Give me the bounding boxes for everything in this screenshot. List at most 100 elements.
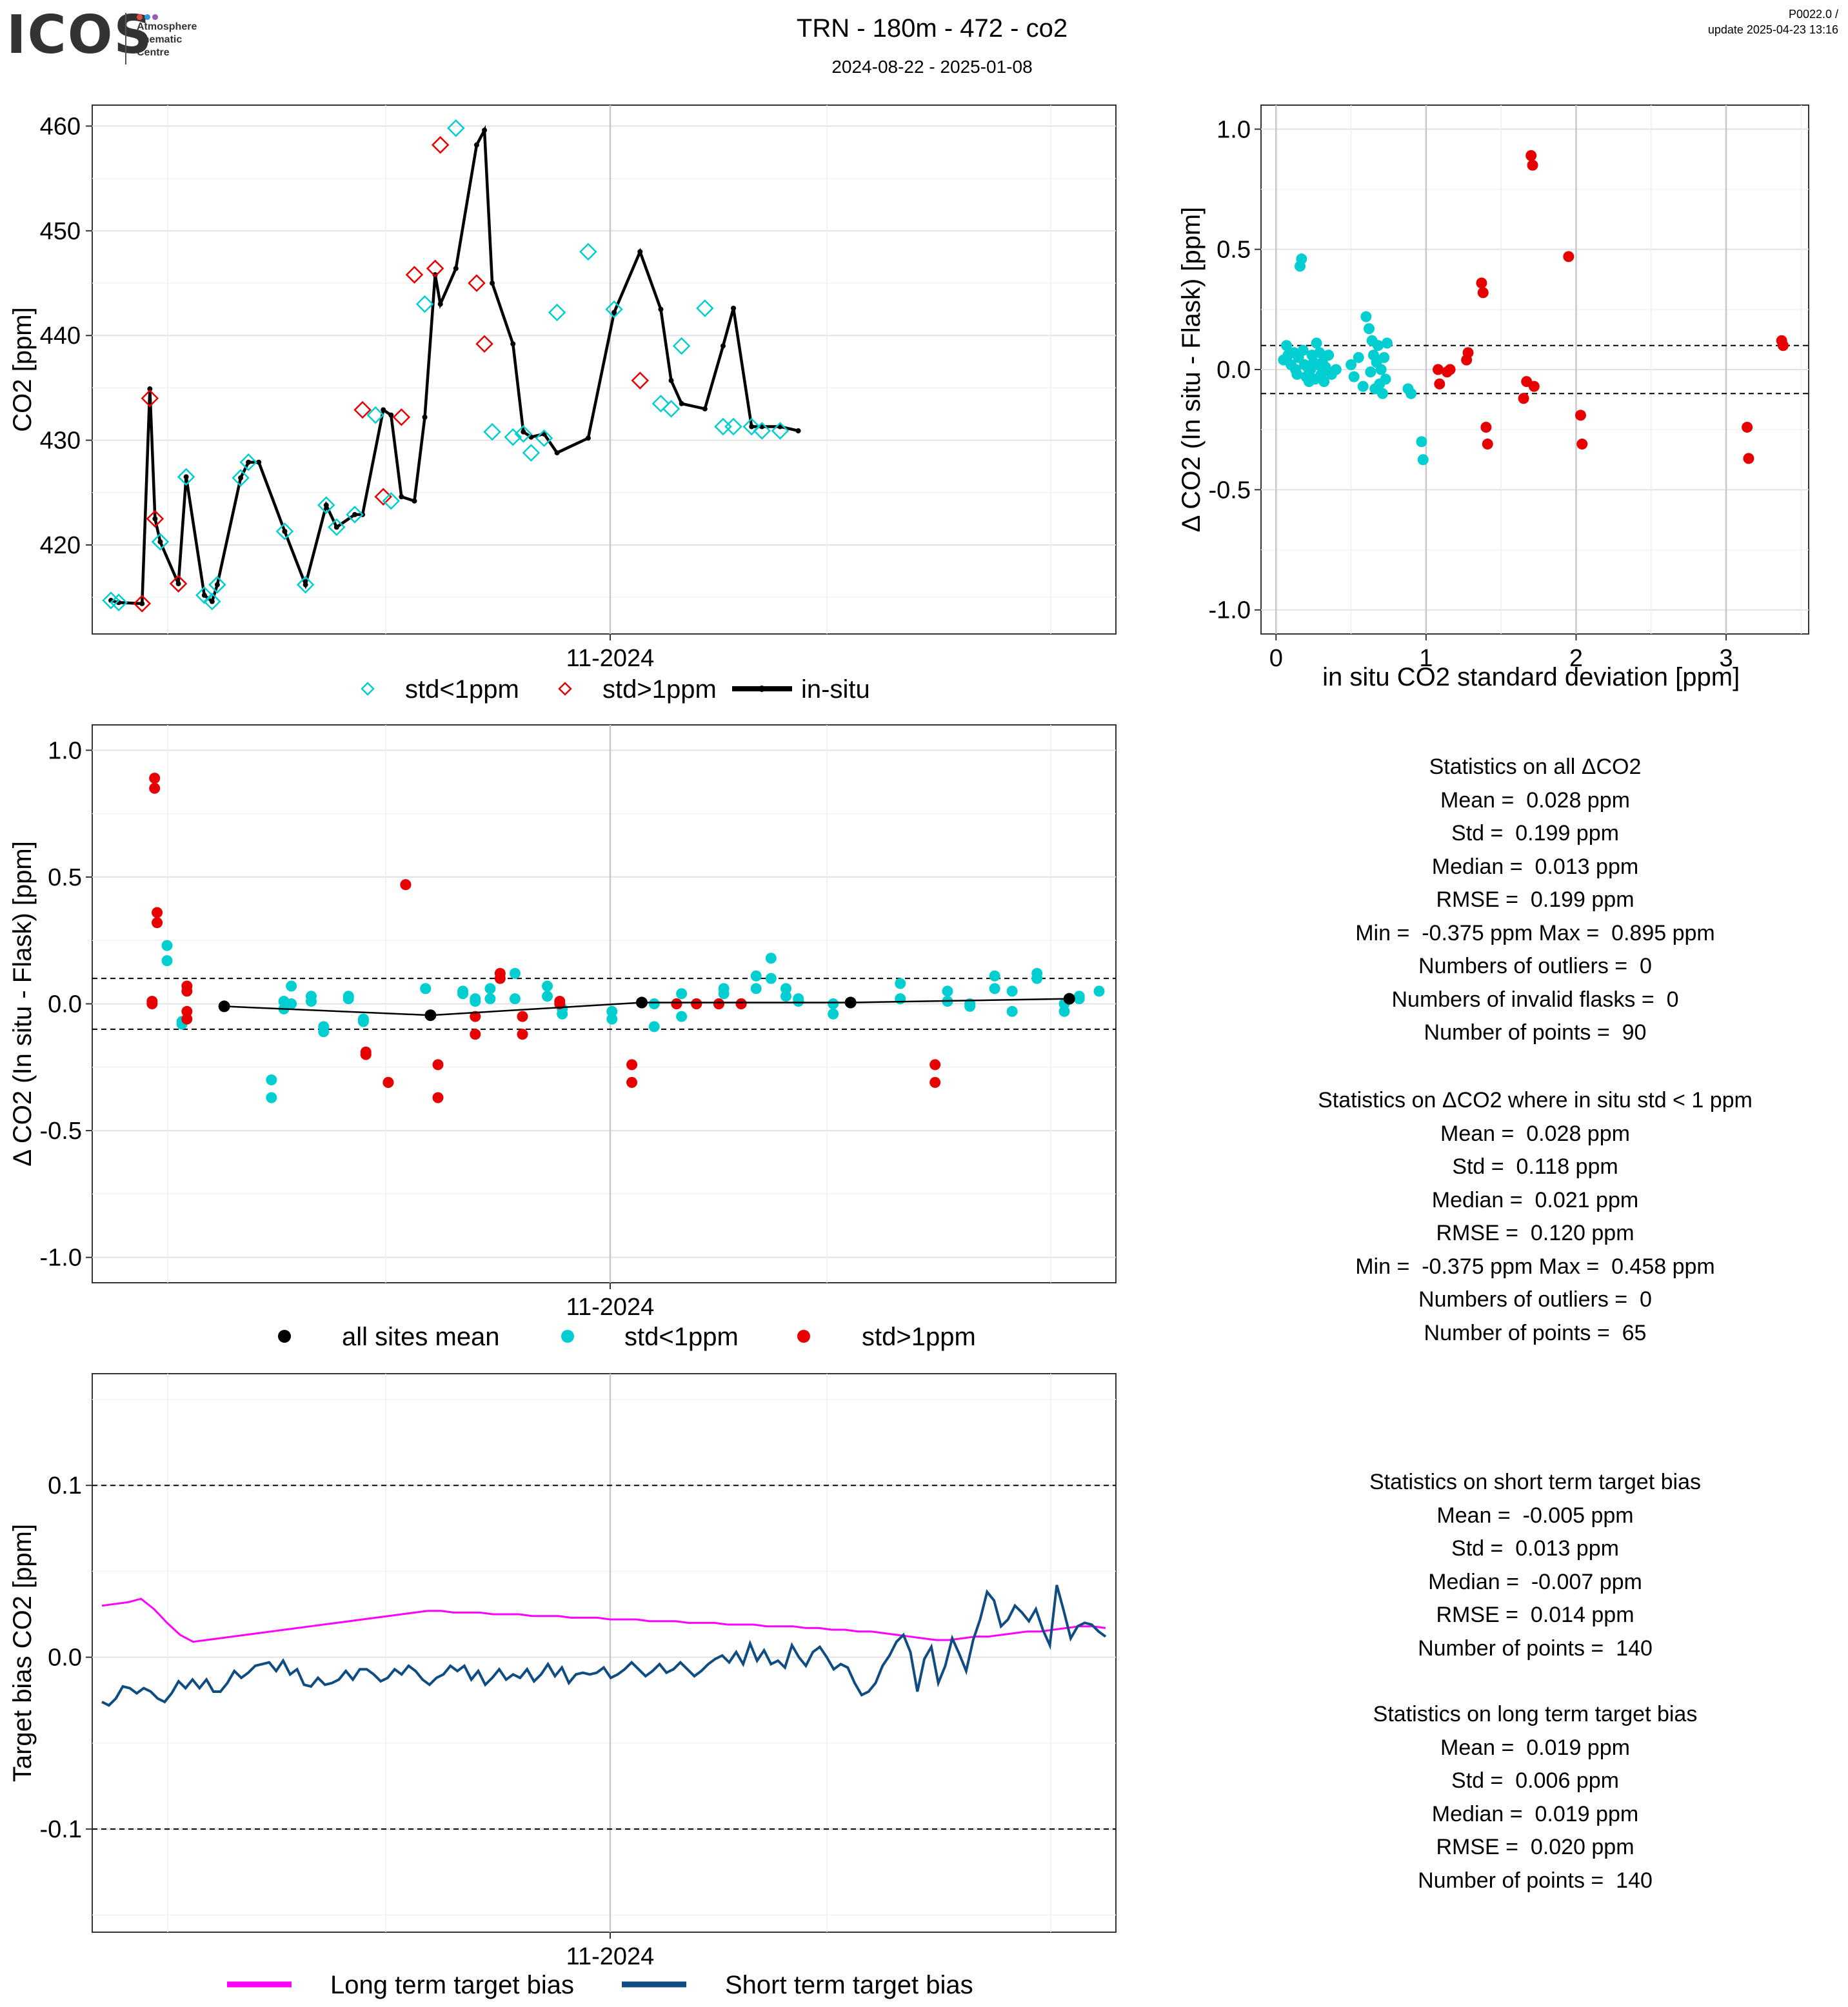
flask-diamond-std-lt1 xyxy=(203,592,221,611)
scatter-point-std-lt1 xyxy=(1360,311,1372,322)
delta-std-xtick-label: 1 xyxy=(1419,645,1433,672)
scatter-point-std-gt1 xyxy=(1518,393,1529,404)
scatter-point-std-gt1 xyxy=(1576,439,1588,450)
insitu-point xyxy=(482,127,488,133)
flask-diamond-std-lt1 xyxy=(696,299,714,317)
delta-point-std-lt1 xyxy=(676,988,688,1000)
stats-lt1-line: Number of points = 65 xyxy=(1424,1320,1647,1345)
scatter-point-std-gt1 xyxy=(1527,159,1538,171)
flask-diamond-std-lt1 xyxy=(579,242,597,261)
scatter-point-std-lt1 xyxy=(1353,351,1364,363)
insitu-point xyxy=(139,600,145,606)
delta-point-std-lt1 xyxy=(718,988,730,1000)
flask-diamond-std-lt1 xyxy=(275,522,294,540)
delta-point-std-gt1 xyxy=(152,917,163,929)
delta-point-std-lt1 xyxy=(648,1021,660,1033)
delta-point-std-lt1 xyxy=(780,991,791,1002)
delta-point-std-lt1 xyxy=(989,983,1000,994)
stats-long-line: RMSE = 0.020 ppm xyxy=(1436,1835,1634,1859)
delta-point-std-gt1 xyxy=(626,1076,638,1088)
insitu-point xyxy=(209,598,215,604)
co2-ytick-label: 460 xyxy=(40,113,81,140)
delta-point-std-lt1 xyxy=(484,993,496,1005)
insitu-point xyxy=(352,511,357,517)
delta-point-std-lt1 xyxy=(1073,991,1085,1002)
delta-point-std-gt1 xyxy=(671,998,682,1009)
insitu-point xyxy=(658,306,664,312)
flask-diamond-std-lt1 xyxy=(548,303,566,322)
logo-dot-purple xyxy=(152,14,158,20)
target-bias-ylabel: Target bias CO2 [ppm] xyxy=(8,1524,37,1782)
stats-long-line: Number of points = 140 xyxy=(1418,1868,1653,1893)
scatter-point-std-lt1 xyxy=(1381,337,1393,349)
insitu-point xyxy=(510,341,516,347)
delta-point-std-lt1 xyxy=(964,1000,976,1012)
flask-diamond-std-lt1 xyxy=(662,400,681,418)
delta-time-xtick-label: 11-2024 xyxy=(566,1294,655,1321)
stats-lt1-line: RMSE = 0.120 ppm xyxy=(1436,1221,1634,1245)
flask-diamond-std-lt1 xyxy=(514,425,533,443)
scatter-point-std-lt1 xyxy=(1378,351,1390,363)
delta-point-std-gt1 xyxy=(152,907,163,918)
stats-long-line: Median = 0.019 ppm xyxy=(1431,1801,1639,1826)
delta-point-std-lt1 xyxy=(606,1013,618,1025)
flask-diamond-std-lt1 xyxy=(232,469,250,487)
flask-diamond-std-lt1 xyxy=(724,417,742,436)
legend-std-gt1-label: std>1ppm xyxy=(602,675,717,704)
delta-point-std-lt1 xyxy=(793,996,804,1007)
delta-std-ytick-label: -0.5 xyxy=(1209,477,1251,504)
delta-point-std-lt1 xyxy=(942,985,953,997)
co2-ytick-label: 450 xyxy=(40,218,81,245)
scatter-point-std-lt1 xyxy=(1380,373,1391,385)
flask-diamond-std-lt1 xyxy=(346,506,364,524)
target-bias-ytick-label: 0.0 xyxy=(48,1645,82,1672)
insitu-point xyxy=(333,524,339,530)
delta-point-std-lt1 xyxy=(509,993,521,1005)
all-sites-mean-point xyxy=(1063,993,1075,1005)
insitu-point xyxy=(282,528,288,534)
flask-diamond-std-gt1 xyxy=(169,575,188,593)
logo-subtitle: Atmosphere Thematic Centre xyxy=(137,21,197,59)
stats-all-line: Mean = 0.028 ppm xyxy=(1440,787,1630,813)
stats-short-line: RMSE = 0.014 ppm xyxy=(1436,1603,1634,1627)
insitu-point xyxy=(749,424,755,430)
delta-point-std-lt1 xyxy=(484,983,496,994)
delta-point-std-lt1 xyxy=(765,973,777,984)
delta-point-std-lt1 xyxy=(606,1005,618,1017)
flask-diamond-std-lt1 xyxy=(208,575,226,594)
co2-xtick-label: 11-2024 xyxy=(566,645,655,672)
co2-ylabel: CO2 [ppm] xyxy=(8,307,37,431)
legend-std-gt1-label: std>1ppm xyxy=(862,1323,976,1351)
stats-lt1-line: Min = -0.375 ppm Max = 0.458 ppm xyxy=(1355,1254,1715,1279)
delta-point-std-lt1 xyxy=(780,983,791,994)
stats-long-line: Statistics on long term target bias xyxy=(1373,1702,1698,1726)
flask-diamond-std-gt1 xyxy=(374,488,392,506)
delta-point-std-lt1 xyxy=(305,996,317,1007)
insitu-point xyxy=(554,450,560,456)
delta-std-ytick-label: 0.0 xyxy=(1217,357,1251,384)
delta-point-std-lt1 xyxy=(895,993,906,1005)
scatter-point-std-lt1 xyxy=(1376,388,1388,399)
long-term-bias-line xyxy=(101,1597,1106,1643)
logo-dot-blue xyxy=(144,14,150,20)
target-bias-panel-frame xyxy=(92,1373,1117,1933)
legend-mean-key xyxy=(278,1330,291,1343)
delta-time-ytick-label: 0.5 xyxy=(48,864,82,891)
logo-sub-line: Centre xyxy=(137,47,170,58)
legend-long-term-label: Long term target bias xyxy=(330,1971,574,1999)
flask-diamond-std-lt1 xyxy=(483,422,501,441)
delta-point-std-gt1 xyxy=(713,998,724,1009)
stats-lt1-delta: Statistics on ΔCO2 where in situ std < 1… xyxy=(1264,1084,1806,1350)
flask-diamond-std-lt1 xyxy=(110,593,128,612)
scatter-point-std-lt1 xyxy=(1296,253,1307,265)
stats-all-line: RMSE = 0.199 ppm xyxy=(1436,887,1634,912)
delta-point-std-lt1 xyxy=(420,983,432,994)
scatter-point-std-lt1 xyxy=(1365,366,1376,378)
scatter-point-std-lt1 xyxy=(1314,347,1326,359)
delta-point-std-lt1 xyxy=(266,1074,277,1085)
stats-short-line: Mean = -0.005 ppm xyxy=(1436,1503,1634,1528)
scatter-point-std-lt1 xyxy=(1297,344,1309,356)
stats-all-line: Std = 0.199 ppm xyxy=(1451,821,1619,845)
insitu-point xyxy=(201,592,207,598)
insitu-point xyxy=(238,475,244,481)
